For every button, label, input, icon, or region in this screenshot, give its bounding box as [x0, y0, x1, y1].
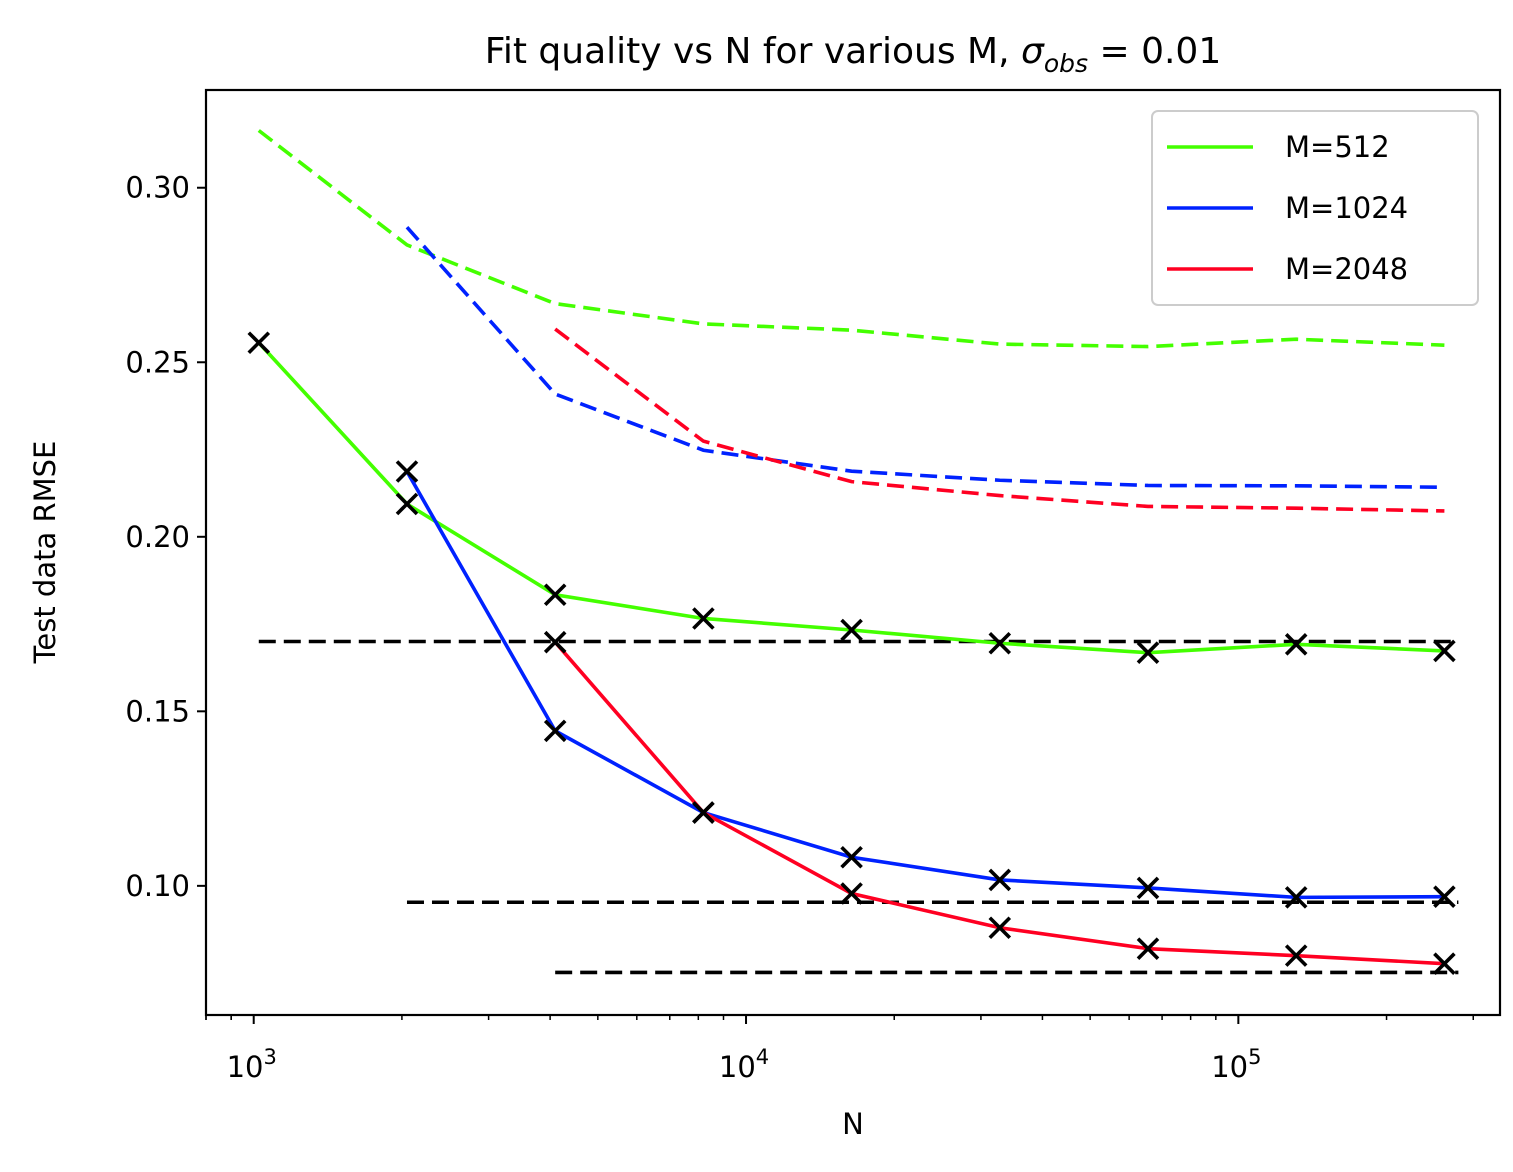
data-point-marker: [1284, 633, 1308, 656]
data-point-marker: [1136, 641, 1160, 664]
x-tick-label: 104: [719, 1045, 769, 1084]
y-tick-label: 0.20: [125, 520, 190, 554]
y-axis-label: Test data RMSE: [28, 441, 62, 665]
chart-title: Fit quality vs N for various M, σobs = 0…: [485, 31, 1221, 78]
x-axis-ticks: 103 104 105: [205, 1015, 1474, 1084]
legend-frame: [1151, 110, 1479, 306]
legend-label: M=1024: [1285, 191, 1408, 225]
axes-frame: [204, 88, 1502, 1017]
x-tick-label: 105: [1211, 1045, 1261, 1084]
data-point-marker: [840, 618, 863, 642]
data-point-marker: [840, 845, 863, 869]
data-point-marker: [1433, 885, 1456, 908]
legend: M=512 M=1024 M=2048: [1151, 110, 1479, 306]
y-axis-ticks: 0.10 0.15 0.20 0.25 0.30: [125, 171, 206, 903]
data-point-marker: [395, 492, 419, 516]
data-point-marker: [988, 916, 1012, 940]
x-axis-label: N: [842, 1107, 864, 1141]
data-point-marker: [1433, 952, 1456, 975]
y-tick-label: 0.25: [125, 345, 190, 379]
data-point-marker: [543, 630, 567, 654]
data-point-marker: [840, 882, 863, 905]
y-tick-label: 0.30: [125, 171, 190, 205]
train-rmse-line: [554, 327, 1445, 513]
data-point-marker: [692, 801, 715, 824]
data-point-marker: [988, 868, 1012, 892]
y-tick-label: 0.10: [125, 869, 190, 903]
data-point-marker: [692, 607, 715, 630]
train-rmse-line: [257, 129, 1445, 349]
data-point-marker: [1284, 886, 1308, 909]
legend-label: M=512: [1285, 130, 1390, 164]
data-point-marker: [1136, 876, 1160, 900]
x-tick-label: 103: [227, 1045, 277, 1084]
test-rmse-line: [405, 470, 1445, 900]
y-tick-label: 0.15: [125, 694, 190, 728]
plot-area: [247, 129, 1459, 975]
legend-label: M=2048: [1285, 252, 1408, 286]
data-point-marker: [1284, 944, 1308, 967]
data-point-marker: [395, 460, 419, 483]
data-point-marker: [247, 331, 271, 354]
train-rmse-line: [405, 225, 1445, 490]
data-point-marker: [543, 719, 567, 743]
data-point-marker: [1433, 639, 1456, 663]
data-point-marker: [1136, 937, 1160, 960]
data-point-marker: [988, 631, 1012, 655]
data-point-marker: [543, 583, 567, 607]
